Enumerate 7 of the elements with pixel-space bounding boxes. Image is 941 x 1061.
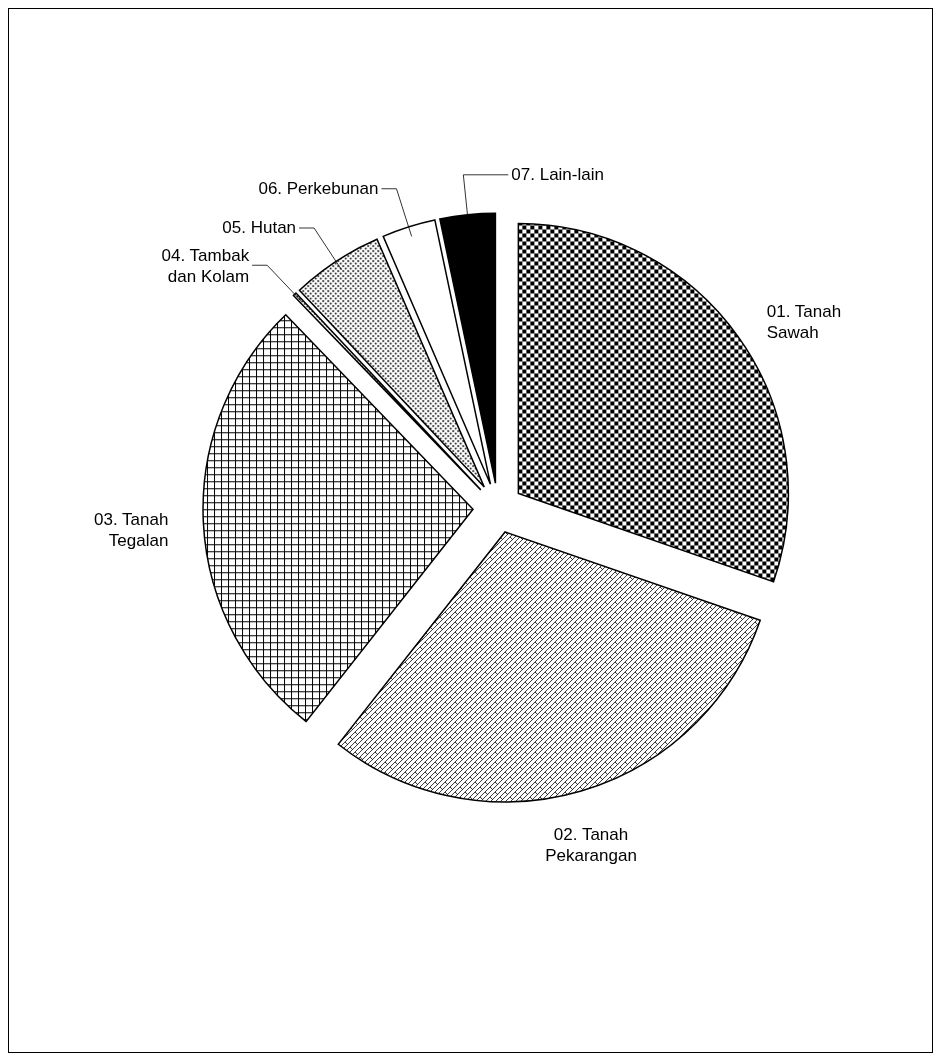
- slice-label: 05. Hutan: [222, 218, 297, 237]
- slice-label: 06. Perkebunan: [258, 178, 379, 198]
- slice-label: 01. Tanah Sawah: [766, 301, 842, 342]
- slice-label: 07. Lain-lain: [511, 164, 604, 184]
- slice-label: 02. Tanah Pekarangan: [545, 824, 637, 865]
- slice-label: 04. Tambak dan Kolam: [161, 246, 250, 287]
- slice-label: 03. Tanah Tegalan: [94, 509, 169, 550]
